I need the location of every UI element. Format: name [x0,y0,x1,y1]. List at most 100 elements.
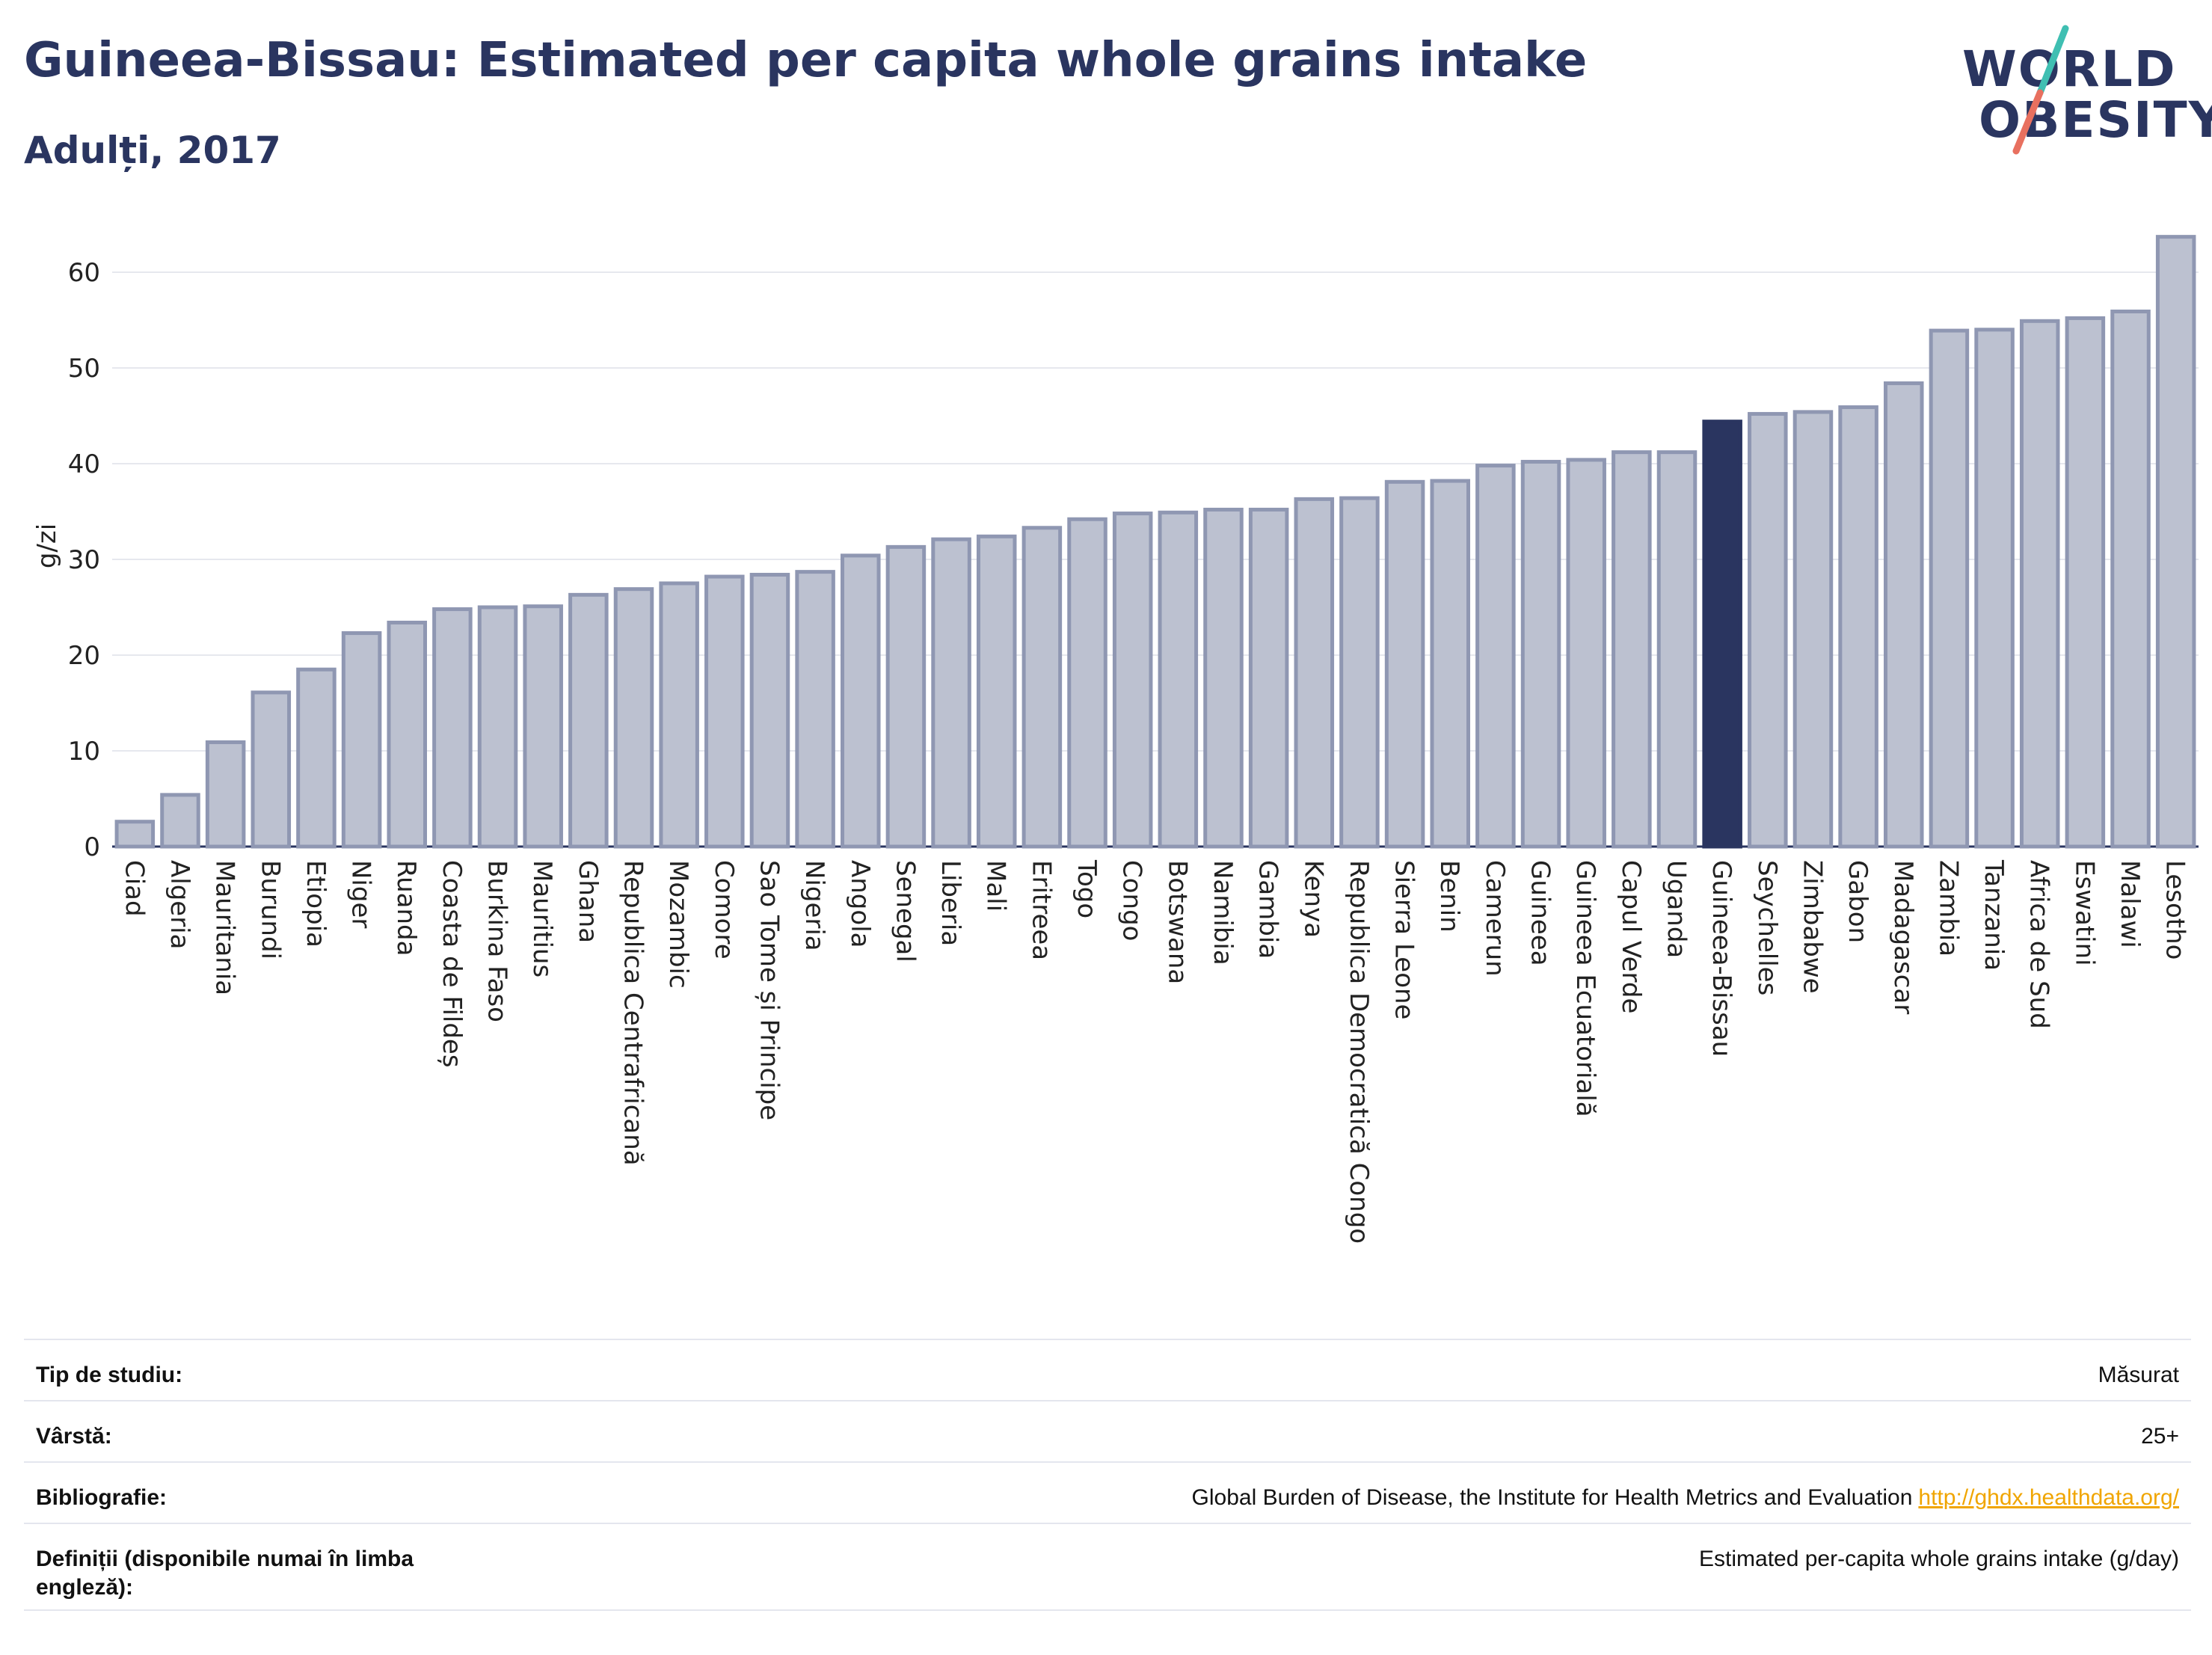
bar [2155,235,2196,849]
meta-key: Bibliografie: [36,1485,168,1510]
bar [1248,507,1289,849]
x-tick-label: Gabon [1843,860,1872,943]
bar [160,793,200,849]
x-tick-label: Togo [1072,859,1102,918]
meta-key: Vârstă: [36,1424,112,1449]
y-axis-label: g/zi [32,523,62,568]
y-tick-label: 30 [68,545,100,575]
logo-text-world: WORLD [1962,40,2177,98]
x-tick-label: Ghana [573,860,603,943]
metadata-table: Tip de studiu: Măsurat Vârstă: 25+ Bibli… [24,1339,2191,1611]
meta-row-study-type: Tip de studiu: Măsurat [24,1339,2191,1400]
x-tick-label: Tanzania [1979,859,2009,971]
x-tick-label: Camerun [1480,860,1510,977]
x-tick-label: Burundi [255,860,285,959]
bar [2019,319,2060,849]
x-tick-label: Angola [845,860,875,948]
y-tick-label: 60 [68,258,100,288]
x-tick-label: Sierra Leone [1389,860,1419,1019]
x-tick-label: Coasta de Fildeș [437,860,467,1068]
bar [114,820,156,849]
x-tick-label: Malawi [2115,860,2145,948]
x-tick-label: Ruanda [391,860,421,956]
x-tick-label: Zimbabwe [1797,860,1827,994]
bar [1974,328,2015,849]
bar [1475,464,1516,849]
bar [1203,507,1244,849]
meta-key: Tip de studiu: [36,1363,183,1387]
x-tick-label: Nigeria [799,860,829,951]
bar [1929,328,1970,849]
x-tick-label: Congo [1117,860,1147,941]
bar [1430,479,1471,849]
x-tick-label: Botswana [1162,860,1192,984]
y-tick-label: 20 [68,641,100,671]
x-tick-label: Benin [1434,860,1464,933]
meta-row-age: Vârstă: 25+ [24,1400,2191,1461]
bar [251,690,292,849]
x-tick-label: Republica Democratică Congo [1344,860,1374,1244]
meta-key: Definiții (disponibile numai în limba en… [36,1547,414,1600]
x-tick-label: Guineea [1526,860,1555,966]
bar [1158,510,1199,849]
x-tick-label: Sao Tome și Principe [754,860,784,1120]
x-tick-label: Guineea Ecuatorială [1570,860,1600,1117]
x-tick-label: Uganda [1662,860,1692,958]
x-tick-label: Mozambic [663,860,693,989]
bar [749,572,790,849]
x-tick-label: Eritreea [1026,860,1056,960]
meta-value: Global Burden of Disease, the Institute … [1192,1484,2179,1512]
bar [1384,479,1425,849]
x-tick-label: Kenya [1298,860,1328,938]
bar [1748,411,1788,849]
bibliography-text: Global Burden of Disease, the Institute … [1191,1485,1913,1510]
x-tick-label: Capul Verde [1616,860,1646,1013]
bar [341,631,382,849]
x-tick-label: Lesotho [2160,860,2190,959]
bar-highlighted [1702,420,1742,849]
meta-row-bibliography: Bibliografie: Global Burden of Disease, … [24,1461,2191,1523]
x-tick-label: Gambia [1253,860,1283,959]
x-tick-label: Mauritania [210,860,240,995]
bar [1339,496,1380,849]
x-tick-label: Mauritius [527,860,557,977]
bar [1112,512,1153,849]
chart-subtitle: Adulți, 2017 [24,129,281,172]
bar [1792,410,1834,849]
x-tick-label: Niger [346,860,376,928]
bar [1612,450,1652,849]
y-tick-label: 40 [68,449,100,479]
bar [795,570,835,849]
x-tick-label: Burkina Faso [482,860,512,1022]
x-tick-label: Madagascar [1888,860,1918,1014]
bar [1294,497,1335,849]
bar [1838,405,1878,849]
x-tick-label: Algeria [165,860,194,949]
bar [432,607,473,849]
x-tick-label: Eswatini [2069,860,2099,966]
meta-row-definitions: Definiții (disponibile numai în limba en… [24,1523,2191,1611]
bar [387,620,428,849]
bar [659,581,699,849]
bar [2110,309,2151,849]
meta-value: 25+ [2141,1424,2179,1449]
bar [477,605,518,849]
y-tick-label: 10 [68,737,100,767]
x-tick-label: Liberia [936,860,965,946]
x-tick-label: Namibia [1208,860,1238,965]
world-obesity-logo: WORLD OBESITY [1952,19,2212,162]
bar [976,534,1017,849]
meta-value: Estimated per-capita whole grains intake… [1699,1547,2179,1571]
bar [523,604,563,849]
bar [296,667,337,849]
x-tick-label: Senegal [890,860,920,962]
bar [931,537,971,849]
bibliography-link[interactable]: http://ghdx.healthdata.org/ [1918,1485,2179,1510]
bar [1021,526,1063,849]
x-tick-label: Republica Centrafricană [618,860,648,1166]
bar [2065,316,2106,849]
x-tick-label: Etiopia [301,860,331,948]
bar [613,587,654,849]
chart-title: Guineea-Bissau: Estimated per capita who… [24,33,1588,88]
bar [1067,517,1107,849]
